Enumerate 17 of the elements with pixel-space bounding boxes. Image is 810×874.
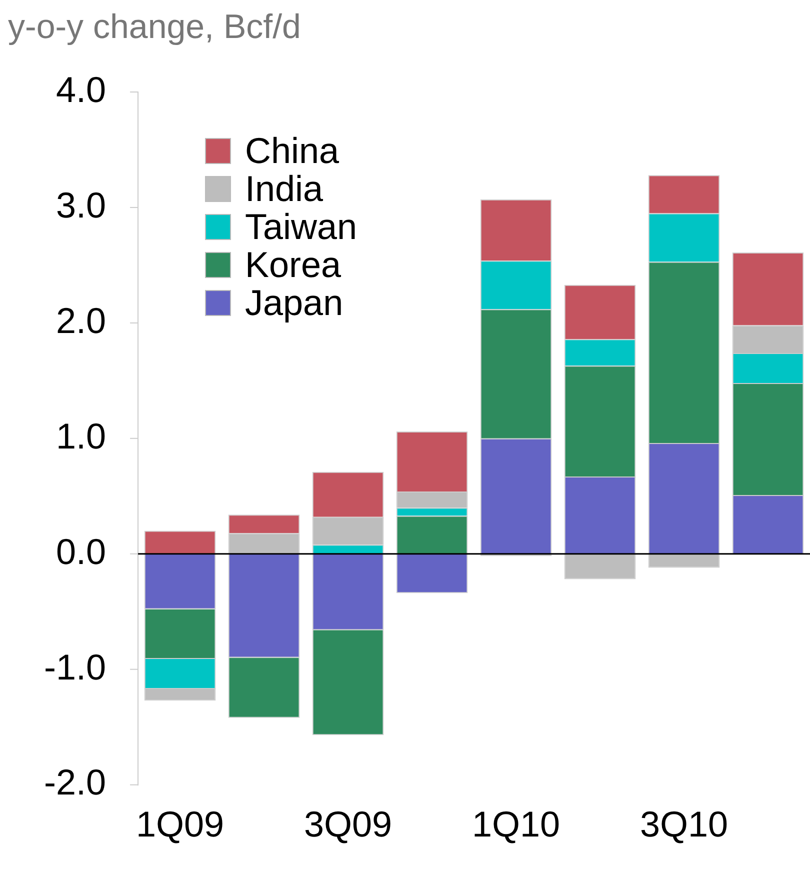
y-axis-title: y-o-y change, Bcf/d	[8, 8, 301, 47]
legend-label: Korea	[245, 244, 342, 285]
y-tick-label: -1.0	[44, 646, 106, 688]
x-tick-label: 3Q09	[304, 803, 392, 844]
legend-label: Japan	[245, 282, 344, 323]
y-tick-label: 2.0	[56, 300, 106, 341]
y-tick-label: 4.0	[56, 68, 106, 110]
legend-label: Taiwan	[245, 206, 358, 247]
x-tick-label: 1Q09	[136, 803, 224, 844]
x-tick-label: 3Q10	[640, 803, 728, 844]
y-tick-label: 3.0	[56, 184, 106, 226]
legend-label: China	[245, 130, 340, 171]
y-tick-label: 0.0	[56, 530, 106, 572]
x-tick-label: 1Q10	[472, 803, 560, 844]
y-tick-label: 1.0	[56, 415, 106, 456]
y-tick-label: -2.0	[44, 762, 106, 803]
legend-label: India	[245, 168, 324, 209]
